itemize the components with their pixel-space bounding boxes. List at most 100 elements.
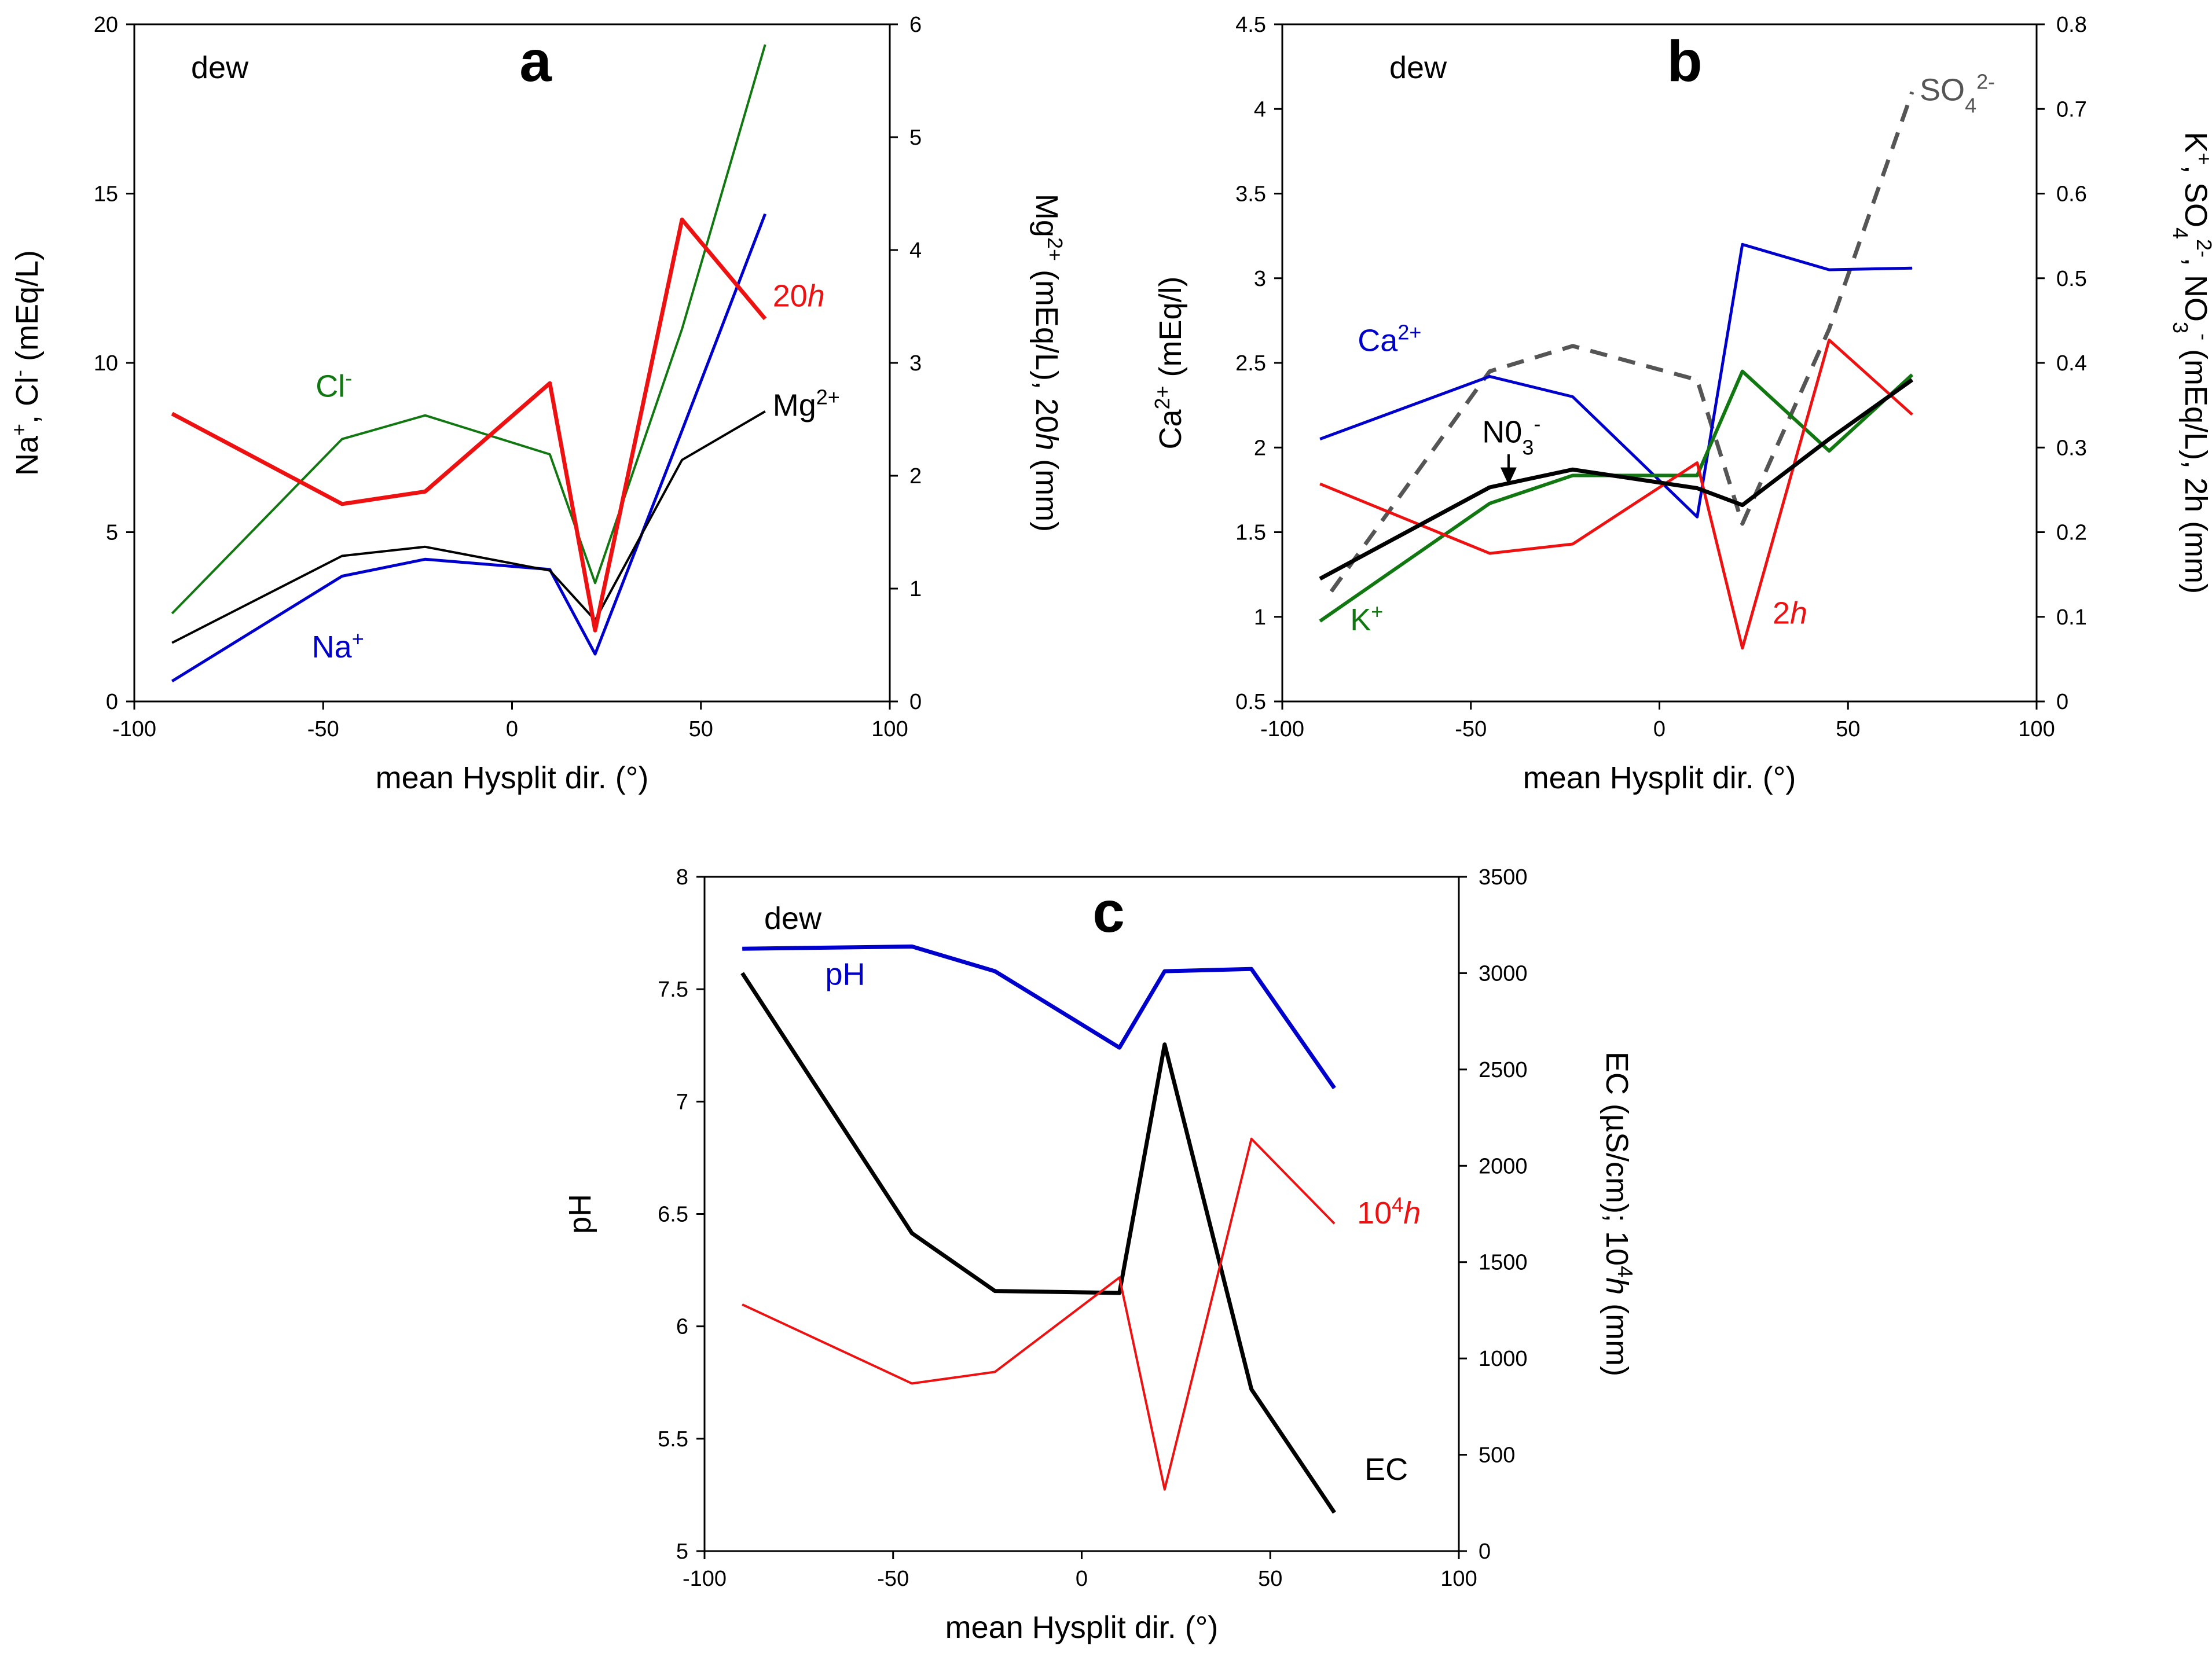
data-point-20h <box>549 383 551 384</box>
y-left-tick-label: 1.5 <box>1235 521 1266 545</box>
y-left-tick-label: 7.5 <box>658 978 688 1002</box>
y-right-tick-label: 1500 <box>1479 1251 1528 1275</box>
no3-arrow-head <box>1500 467 1517 485</box>
y-right-tick-label: 2 <box>909 464 922 488</box>
y-right-tick-label: 5 <box>909 126 922 150</box>
data-point-Ca2+ <box>1912 267 1913 269</box>
y-left-axis-title: Ca2+ (mEq/l) <box>1150 276 1188 449</box>
data-point-K+ <box>1742 371 1743 372</box>
y-right-tick-label: 0 <box>909 690 922 714</box>
y-left-tick-label: 0.5 <box>1235 690 1266 714</box>
y-left-tick-label: 5 <box>106 521 118 545</box>
x-tick-label: 0 <box>1076 1567 1088 1591</box>
x-tick-label: 50 <box>1836 717 1860 741</box>
data-point-104h <box>1251 1138 1252 1140</box>
data-point-104h <box>1164 1489 1165 1490</box>
panel-letter: c <box>1092 880 1125 945</box>
y-right-tick-label: 0 <box>2056 690 2068 714</box>
x-axis-title: mean Hysplit dir. (°) <box>376 760 649 795</box>
y-right-tick-label: 2000 <box>1479 1154 1528 1178</box>
data-point-104h <box>1119 1277 1120 1278</box>
y-right-tick-label: 0.6 <box>2056 182 2087 207</box>
series-label-pH: pH <box>825 957 865 991</box>
x-tick-label: 0 <box>506 717 518 741</box>
data-point-pH <box>1164 971 1165 972</box>
panel-c: -100 -50 0 50 100 5 5.5 6 6.5 7 7.5 8 0 500 1000 1500 20… <box>563 865 1638 1645</box>
data-point-20h <box>171 413 173 414</box>
data-point-2h <box>1912 414 1913 415</box>
y-right-tick-label: 1 <box>909 577 922 601</box>
dew-tag: dew <box>191 50 249 85</box>
data-point-pH <box>1334 1087 1335 1089</box>
data-point-Ca2+ <box>1572 396 1573 397</box>
y-left-tick-label: 10 <box>94 351 118 376</box>
y-left-axis-title: Na+, Cl- (mEq/L) <box>7 250 45 476</box>
y-left-tick-label: 5 <box>676 1540 688 1564</box>
data-point-EC <box>1334 1512 1335 1513</box>
y-right-tick-label: 2500 <box>1479 1058 1528 1082</box>
x-tick-label: -100 <box>112 717 156 741</box>
x-tick-label: 100 <box>1440 1567 1477 1591</box>
x-tick-label: 50 <box>1258 1567 1282 1591</box>
y-left-tick-label: 0 <box>106 690 118 714</box>
data-point-SO42- <box>1912 91 1913 93</box>
y-left-tick-label: 7 <box>676 1090 688 1114</box>
y-right-tick-label: 500 <box>1479 1443 1515 1468</box>
data-point-K+ <box>1912 374 1913 375</box>
series-label-104h: 104h <box>1357 1193 1421 1231</box>
y-left-tick-label: 4 <box>1254 97 1266 122</box>
data-point-Mg2+ <box>171 642 173 644</box>
x-tick-label: 50 <box>689 717 713 741</box>
y-right-tick-label: 0.5 <box>2056 267 2087 291</box>
x-tick-label: -50 <box>877 1567 909 1591</box>
y-left-tick-label: 6.5 <box>658 1203 688 1227</box>
y-left-axis-title: pH <box>563 1194 597 1234</box>
y-right-tick-label: 3500 <box>1479 865 1528 890</box>
x-tick-label: 100 <box>2018 717 2055 741</box>
y-right-tick-label: 3 <box>909 351 922 376</box>
dew-tag: dew <box>764 901 822 936</box>
x-axis-title: mean Hysplit dir. (°) <box>945 1610 1219 1645</box>
y-right-axis-title: EC (µS/cm); 104h (mm) <box>1600 1052 1638 1376</box>
data-point-EC <box>1251 1388 1252 1390</box>
series-label-2h: 2h <box>1773 596 1807 630</box>
data-point-Mg2+ <box>549 570 551 571</box>
panel-letter: a <box>519 29 552 94</box>
data-point-NO3- <box>1572 469 1573 470</box>
y-left-tick-label: 8 <box>676 865 688 890</box>
dew-tag: dew <box>1389 50 1447 85</box>
y-right-tick-label: 4 <box>909 238 922 263</box>
x-tick-label: -100 <box>683 1567 727 1591</box>
y-left-tick-label: 4.5 <box>1235 13 1266 37</box>
y-left-tick-label: 15 <box>94 182 118 207</box>
y-right-tick-label: 0.2 <box>2056 521 2087 545</box>
data-point-2h <box>1572 543 1573 545</box>
y-left-tick-label: 2.5 <box>1235 351 1266 376</box>
x-tick-label: -50 <box>307 717 339 741</box>
y-right-tick-label: 0.4 <box>2056 351 2087 376</box>
data-point-Ca2+ <box>1742 244 1743 245</box>
x-tick-label: 100 <box>871 717 908 741</box>
data-point-104h <box>742 1304 743 1305</box>
y-right-tick-label: 0.1 <box>2056 605 2087 630</box>
data-point-20h <box>595 630 596 631</box>
y-left-tick-label: 5.5 <box>658 1427 688 1452</box>
data-point-K+ <box>1572 475 1573 476</box>
x-tick-label: 0 <box>1653 717 1666 741</box>
y-left-tick-label: 3 <box>1254 267 1266 291</box>
data-point-EC <box>1164 1044 1165 1045</box>
y-right-tick-label: 0 <box>1479 1540 1491 1564</box>
y-right-tick-label: 1000 <box>1479 1347 1528 1371</box>
y-left-tick-label: 20 <box>94 13 118 37</box>
y-right-tick-label: 0.7 <box>2056 97 2087 122</box>
y-right-tick-label: 0.8 <box>2056 13 2087 37</box>
data-point-20h <box>681 219 683 220</box>
y-left-tick-label: 1 <box>1254 605 1266 630</box>
data-point-SO42- <box>1742 523 1743 524</box>
series-label-20h: 20h <box>773 279 825 314</box>
data-point-Na+ <box>595 653 596 655</box>
